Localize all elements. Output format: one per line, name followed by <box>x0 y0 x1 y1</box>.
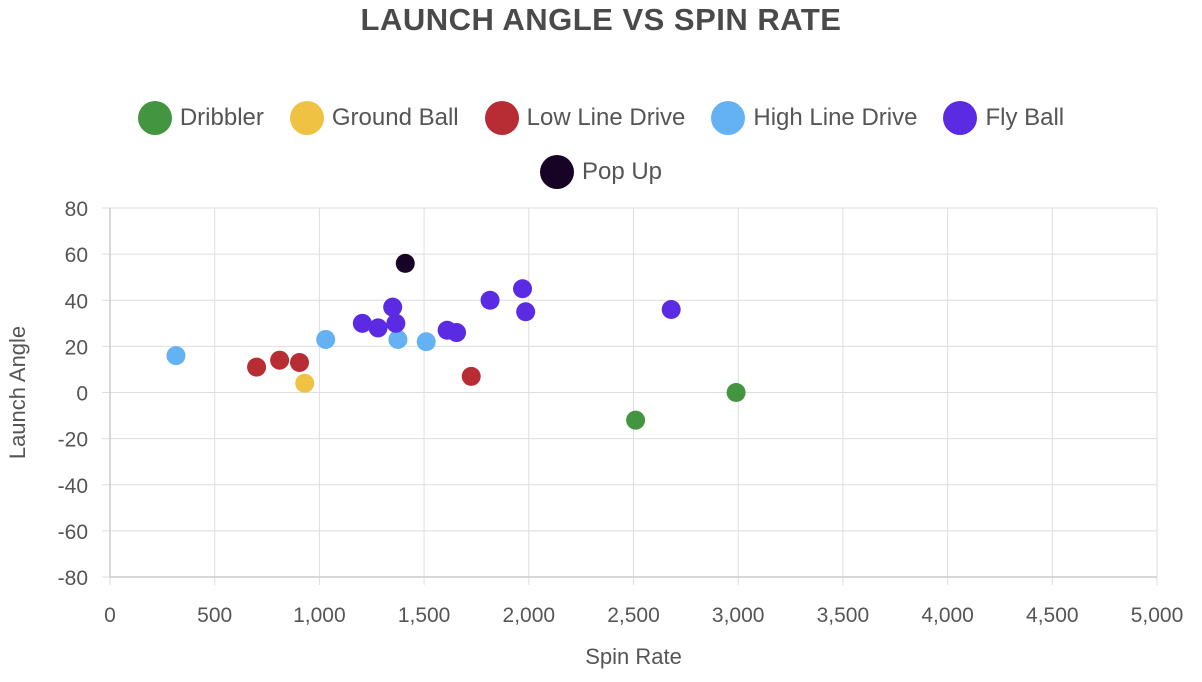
chart-title: LAUNCH ANGLE VS SPIN RATE <box>360 2 842 37</box>
x-tick-label: 1,500 <box>398 604 451 627</box>
data-point-high-line-drive[interactable] <box>416 332 436 352</box>
data-point-fly-ball[interactable] <box>516 302 536 322</box>
legend-label: Low Line Drive <box>526 104 686 131</box>
data-point-fly-ball[interactable] <box>352 313 372 333</box>
data-point-ground-ball[interactable] <box>295 373 315 393</box>
legend-row-1: Dribbler Ground Ball Low Line Drive High… <box>0 100 1202 136</box>
legend-label: High Line Drive <box>753 104 918 131</box>
data-point-high-line-drive[interactable] <box>316 329 336 349</box>
legend-swatch-icon <box>137 101 172 135</box>
data-point-high-line-drive[interactable] <box>388 329 408 349</box>
x-tick-label: 500 <box>197 604 232 627</box>
x-tick-label: 3,500 <box>817 604 870 627</box>
legend-item-fly-ball[interactable]: Fly Ball <box>943 100 1064 136</box>
x-tick-label: 4,000 <box>921 604 974 627</box>
y-tick-label: -80 <box>58 567 88 590</box>
data-point-fly-ball[interactable] <box>447 323 467 343</box>
tick-labels: 0 500 1,000 1,500 2,000 2,500 3,000 3,500 4,000 4… <box>58 198 1184 627</box>
data-point-fly-ball[interactable] <box>661 299 681 319</box>
x-tick-label: 1,000 <box>293 604 346 627</box>
legend-swatch-icon <box>943 101 978 135</box>
legend-item-low-line-drive[interactable]: Low Line Drive <box>484 100 686 136</box>
legend-swatch-icon <box>539 155 574 189</box>
y-tick-label: 40 <box>65 290 88 313</box>
data-point-dribbler[interactable] <box>626 410 646 430</box>
legend-label: Ground Ball <box>331 104 459 131</box>
legend-swatch-icon <box>484 101 519 135</box>
data-point-high-line-drive[interactable] <box>166 346 186 366</box>
data-point-fly-ball[interactable] <box>480 290 500 310</box>
legend-swatch-icon <box>711 101 746 135</box>
y-tick-label: -20 <box>58 429 88 452</box>
axes <box>109 208 1157 578</box>
y-tick-label: -60 <box>58 521 88 544</box>
y-tick-label: 60 <box>65 244 88 267</box>
x-axis-title: Spin Rate <box>585 644 682 669</box>
y-tick-label: 80 <box>65 198 88 221</box>
y-tick-label: 0 <box>76 383 88 406</box>
legend-item-ground-ball[interactable]: Ground Ball <box>289 100 459 136</box>
data-point-fly-ball[interactable] <box>386 313 406 333</box>
legend-label: Dribbler <box>179 104 264 131</box>
legend: Dribbler Ground Ball Low Line Drive High… <box>0 100 1202 190</box>
data-point-pop-up[interactable] <box>395 253 415 273</box>
legend-row-2: Pop Up <box>0 154 1202 190</box>
grid-lines <box>102 207 1158 585</box>
data-point-fly-ball[interactable] <box>368 318 388 338</box>
data-point-low-line-drive[interactable] <box>247 357 267 377</box>
y-tick-label: 20 <box>65 336 88 359</box>
x-tick-label: 4,500 <box>1026 604 1079 627</box>
x-tick-label: 5,000 <box>1131 604 1184 627</box>
y-axis-title: Launch Angle <box>5 326 30 459</box>
x-tick-label: 3,000 <box>712 604 765 627</box>
legend-label: Fly Ball <box>985 104 1065 131</box>
legend-label: Pop Up <box>581 158 663 185</box>
data-point-low-line-drive[interactable] <box>461 366 481 386</box>
x-tick-label: 2,000 <box>503 604 556 627</box>
x-tick-label: 0 <box>104 604 116 627</box>
legend-item-pop-up[interactable]: Pop Up <box>539 154 663 190</box>
data-point-fly-ball[interactable] <box>513 279 533 299</box>
data-point-fly-ball[interactable] <box>383 297 403 317</box>
data-points <box>166 253 746 430</box>
legend-item-dribbler[interactable]: Dribbler <box>137 100 264 136</box>
x-tick-label: 2,500 <box>607 604 660 627</box>
data-point-dribbler[interactable] <box>726 383 746 402</box>
y-tick-label: -40 <box>58 475 88 498</box>
legend-swatch-icon <box>289 101 324 135</box>
legend-item-high-line-drive[interactable]: High Line Drive <box>711 100 917 136</box>
data-point-low-line-drive[interactable] <box>290 353 310 373</box>
data-point-low-line-drive[interactable] <box>270 350 290 370</box>
